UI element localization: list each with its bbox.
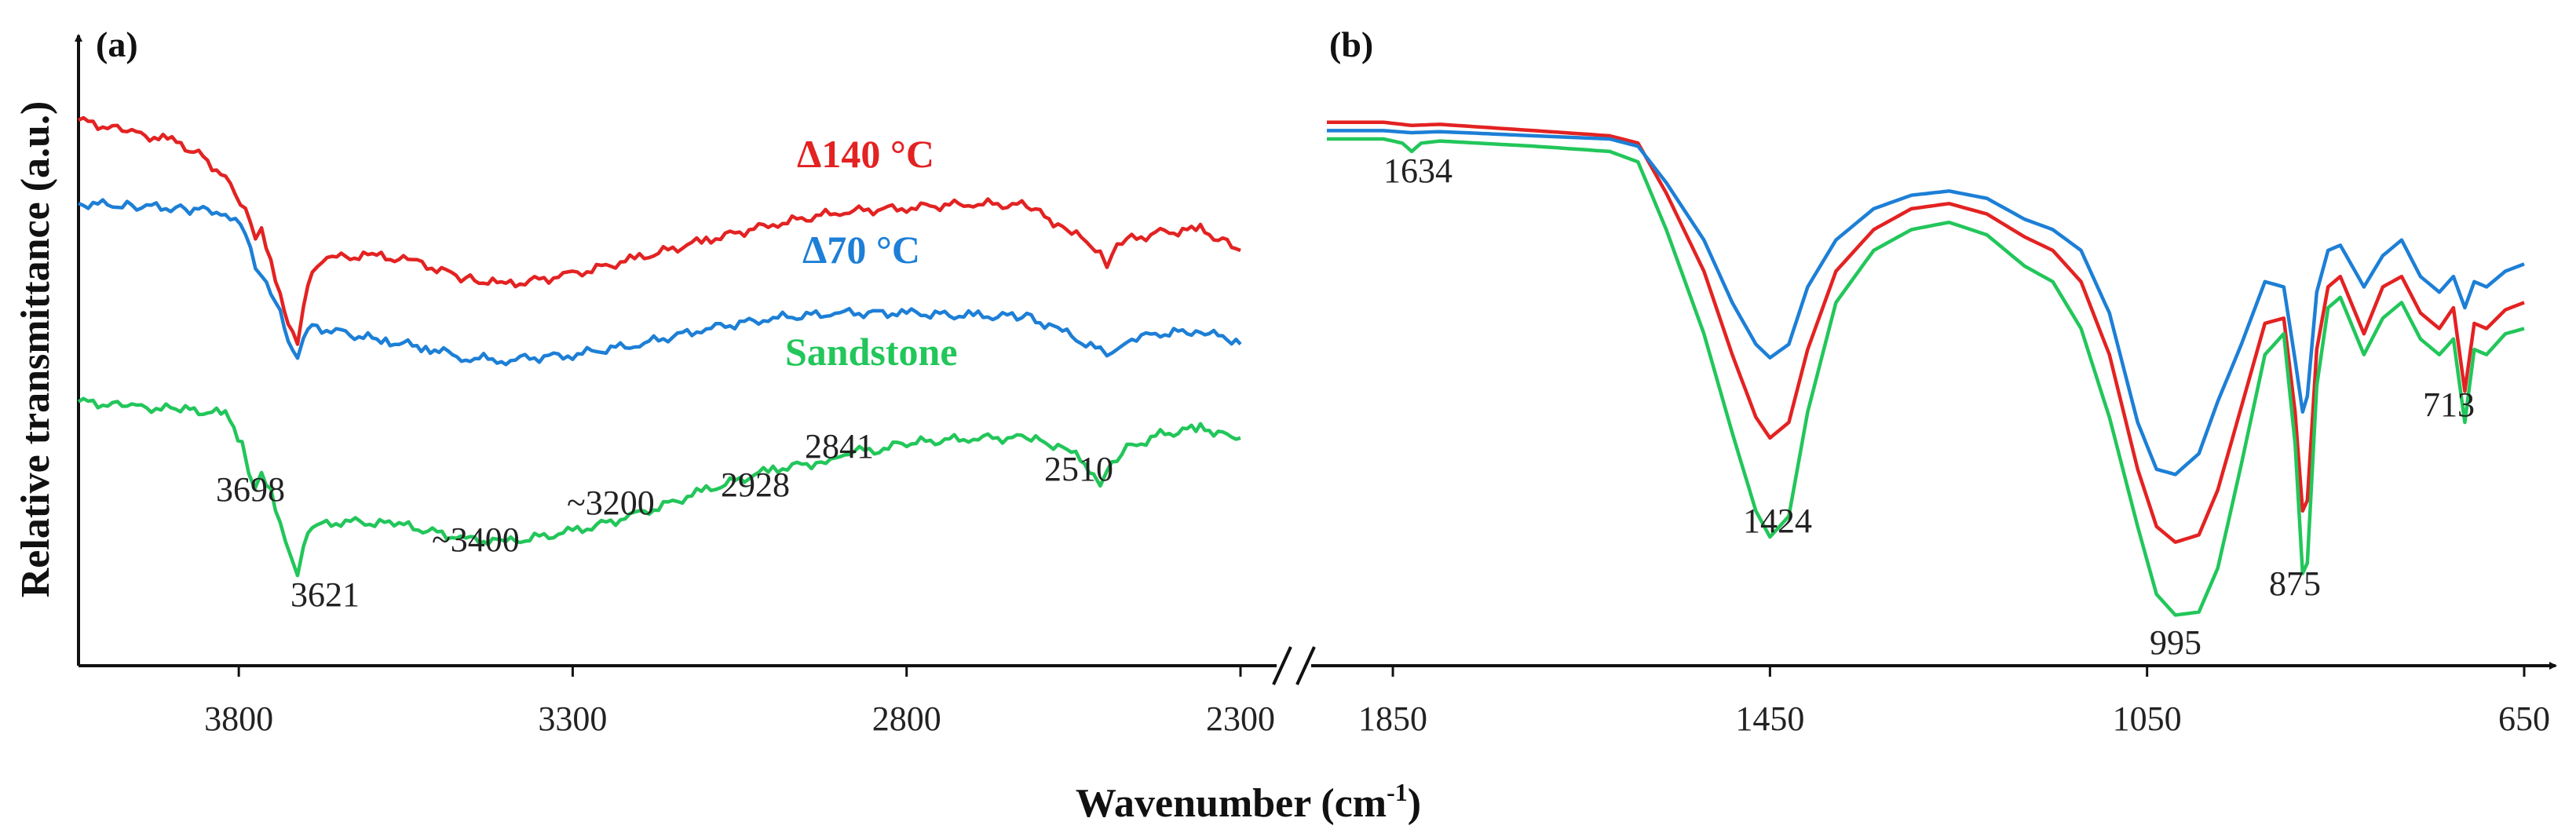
panel-a: 3800 3300 2800 2300 3698 3621 ~3400 ~3200 2… [77, 115, 1275, 738]
annotation-3621: 3621 [290, 575, 360, 614]
x-tick-label: 1450 [1735, 699, 1804, 738]
x-tick-label: 2800 [872, 699, 941, 738]
annotation-875: 875 [2269, 564, 2321, 603]
legend-label-d140: Δ140 °C [797, 132, 934, 176]
legend-label-sandstone: Sandstone [785, 330, 958, 374]
annotation-2928: 2928 [721, 466, 790, 504]
legend-label-d70: Δ70 °C [802, 228, 920, 272]
x-tick-label: 650 [2498, 699, 2550, 738]
x-axis-title: Wavenumber (cm-1) [1076, 778, 1421, 826]
axis-break-mark [1272, 646, 1292, 685]
annotation-2841: 2841 [805, 427, 874, 466]
x-tick-label: 1050 [2113, 699, 2182, 738]
series-line-panelb-70c [1327, 129, 2525, 477]
series-line-panela-70c [78, 198, 1242, 367]
x-axis-title-main: Wavenumber (cm [1076, 781, 1387, 826]
series-line-panela-sandstone [77, 396, 1241, 578]
panel-a-tag: (a) [96, 24, 138, 64]
panel-b: 1850 1450 1050 650 1634 1424 995 875 713 [1327, 120, 2550, 738]
series-line-panelb-sandstone [1327, 137, 2525, 617]
annotation-1634: 1634 [1383, 152, 1452, 190]
annotation-1424: 1424 [1743, 502, 1812, 540]
annotation-3698: 3698 [216, 470, 285, 509]
x-tick-label: 2300 [1206, 699, 1275, 738]
series-line-panela-140c [77, 115, 1241, 346]
annotation-995: 995 [2150, 623, 2201, 662]
annotation-713: 713 [2423, 385, 2475, 424]
x-tick-label: 3800 [204, 699, 273, 738]
annotation-3200: ~3200 [567, 484, 655, 522]
annotation-3400: ~3400 [432, 520, 520, 559]
series-line-panelb-140c [1327, 120, 2525, 544]
annotation-2510: 2510 [1044, 450, 1113, 488]
x-tick-label: 1850 [1358, 699, 1427, 738]
axis-break-mark [1295, 646, 1316, 685]
y-axis-title: Relative transmittance (a.u.) [13, 101, 58, 598]
x-axis-title-sup: -1 [1387, 778, 1408, 806]
panel-b-tag: (b) [1329, 24, 1373, 64]
x-axis-title-end: ) [1408, 781, 1421, 826]
x-tick-label: 3300 [538, 699, 607, 738]
